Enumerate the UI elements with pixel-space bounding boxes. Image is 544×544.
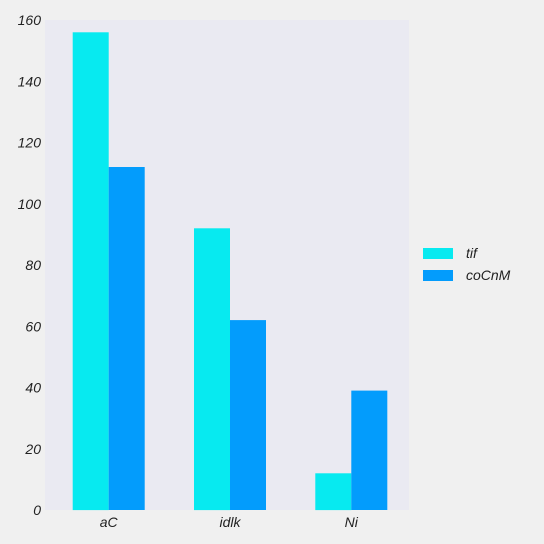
bar-tif-Ni: [315, 473, 352, 511]
y-tick-label: 140: [18, 73, 42, 89]
bar-coCnM-aC: [108, 167, 145, 510]
legend-swatch-coCnM: [423, 270, 453, 281]
x-axis-ticks: aC idlk Ni: [100, 514, 359, 530]
y-tick-label: 20: [24, 441, 41, 457]
y-tick-label: 120: [18, 135, 42, 151]
x-tick-label: Ni: [345, 514, 359, 530]
y-tick-label: 0: [33, 502, 41, 518]
y-tick-label: 160: [18, 12, 42, 28]
bar-tif-idlk: [194, 228, 230, 511]
legend-label-tif: tif: [466, 245, 479, 261]
y-tick-label: 100: [18, 196, 42, 212]
bar-coCnM-idlk: [230, 320, 266, 510]
legend-label-coCnM: coCnM: [466, 267, 511, 283]
bar-coCnM-Ni: [351, 390, 388, 510]
legend-swatch-tif: [423, 248, 453, 259]
bar-tif-aC: [72, 32, 109, 511]
bars-group: [72, 32, 388, 511]
y-tick-label: 60: [25, 318, 41, 334]
y-tick-label: 40: [25, 380, 41, 396]
legend: tif coCnM: [423, 245, 511, 283]
y-axis-ticks: 0 20 40 60 80 100 120 140 160: [18, 12, 42, 518]
x-tick-label: aC: [100, 514, 119, 530]
y-tick-label: 80: [25, 257, 41, 273]
x-tick-label: idlk: [219, 514, 241, 530]
